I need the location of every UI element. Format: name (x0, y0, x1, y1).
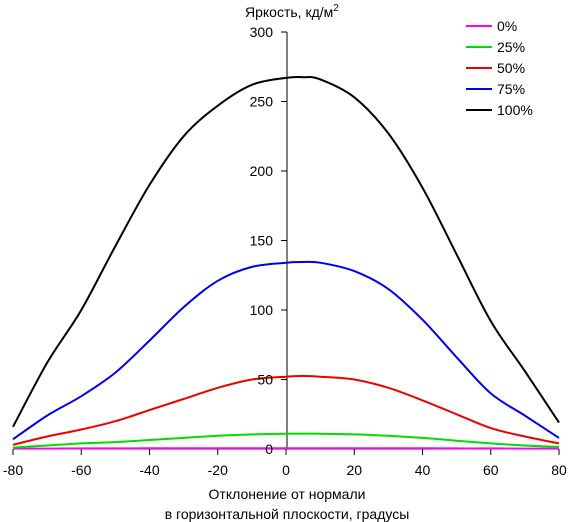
legend-label-100pct: 100% (497, 102, 533, 118)
axes (12, 31, 560, 455)
tick-labels: -80 -60 -40 -20 0 20 40 60 80 0 50 100 150 200 250 300 (3, 24, 567, 478)
series-line-75pct (12, 260, 560, 441)
legend-label-75pct: 75% (497, 81, 525, 97)
series-line-100pct (12, 75, 560, 428)
x-tick-label: 60 (483, 462, 499, 478)
legend-label-25pct: 25% (497, 39, 525, 55)
series-line-50pct (12, 375, 560, 446)
x-axis-title-line-2: в горизонтальной плоскости, градусы (165, 506, 410, 522)
y-tick-label: 0 (265, 441, 273, 457)
legend-label-0pct: 0% (497, 18, 517, 34)
x-axis-title-line-1: Отклонение от нормали (209, 486, 366, 502)
x-tick-label: 0 (282, 462, 290, 478)
y-tick-label: 300 (250, 24, 274, 40)
x-tick-label: -20 (208, 462, 228, 478)
legend: 0% 25% 50% 75% 100% (466, 18, 533, 118)
x-tick-label: 80 (551, 462, 567, 478)
y-tick-label: 250 (250, 94, 274, 110)
series-line-25pct (12, 432, 560, 449)
x-tick-label: 20 (346, 462, 362, 478)
x-tick-label: -60 (71, 462, 91, 478)
y-tick-label: 150 (250, 233, 274, 249)
x-tick-label: -80 (3, 462, 23, 478)
x-tick-label: 40 (415, 462, 431, 478)
legend-label-50pct: 50% (497, 60, 525, 76)
y-tick-label: 50 (257, 372, 273, 388)
series-layer (12, 75, 560, 450)
x-tick-label: -40 (139, 462, 159, 478)
y-axis-title: Яркость, кд/м2 (245, 3, 339, 20)
y-tick-label: 100 (250, 302, 274, 318)
y-tick-label: 200 (250, 163, 274, 179)
